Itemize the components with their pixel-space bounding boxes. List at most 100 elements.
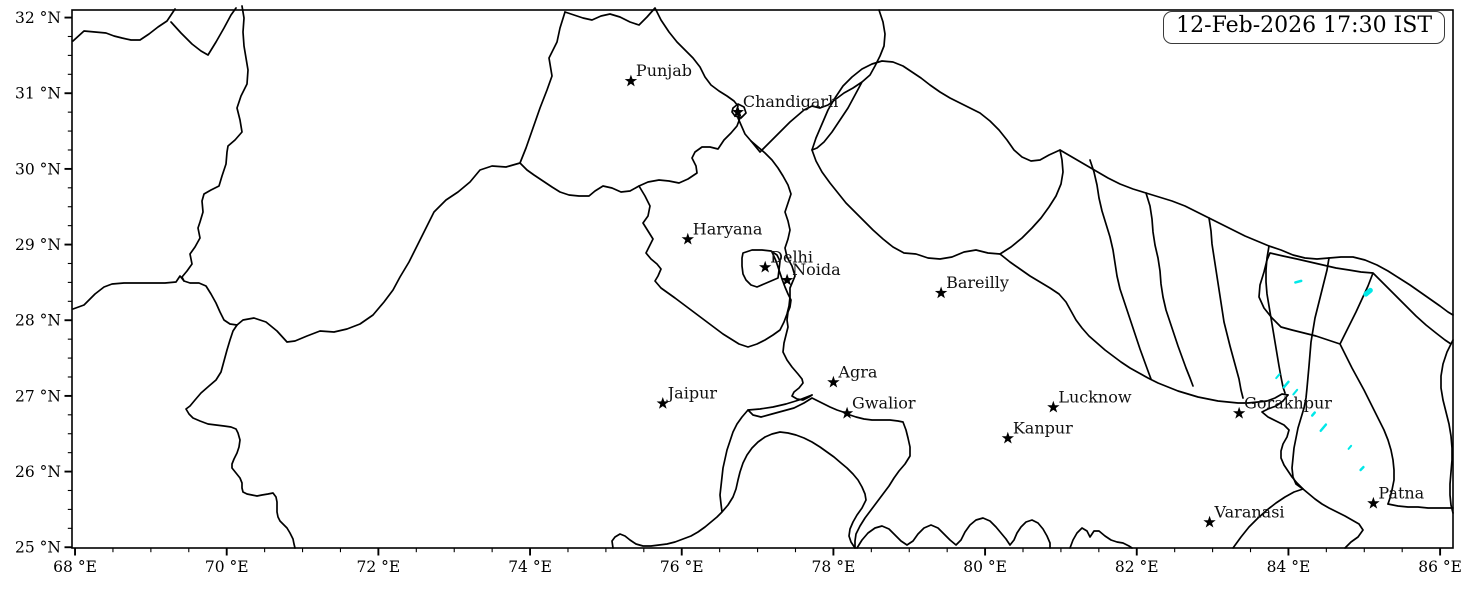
boundary-nepal-internal	[1089, 159, 1330, 490]
map-frame	[71, 9, 1454, 549]
lon-tick-label: 80 °E	[963, 558, 1007, 576]
city-label: Noida	[792, 260, 841, 279]
lat-tick-label: 31 °N	[15, 85, 61, 103]
city-label: Varanasi	[1214, 502, 1285, 521]
city-label: Punjab	[636, 61, 692, 80]
boundary-india-pakistan-north	[236, 11, 566, 343]
boundary-nepal-india	[999, 253, 1289, 404]
city-gorakhpur: Gorakhpur	[1233, 393, 1332, 419]
city-star-icon	[840, 406, 854, 419]
lon-tick-label: 70 °E	[205, 558, 249, 576]
radar-echo	[1363, 287, 1373, 297]
city-label: Jaipur	[666, 383, 718, 402]
radar-echoes-layer	[1275, 279, 1373, 472]
city-star-icon	[731, 105, 744, 118]
radar-echo	[1310, 411, 1316, 417]
city-agra: Agra	[827, 362, 878, 388]
city-label: Delhi	[770, 247, 813, 266]
radar-echo	[1275, 373, 1281, 380]
boundary-punjab-state	[519, 7, 741, 197]
lon-tick-label: 82 °E	[1115, 558, 1159, 576]
city-star-icon	[681, 232, 694, 245]
city-lucknow: Lucknow	[1047, 387, 1132, 413]
boundary-yamuna	[771, 251, 813, 401]
city-star-icon	[759, 260, 772, 273]
city-star-icon	[1001, 431, 1014, 444]
radar-echo	[1294, 279, 1303, 284]
city-label: Gwalior	[852, 393, 916, 412]
city-star-icon	[656, 397, 669, 409]
city-delhi: Delhi	[759, 247, 813, 273]
city-noida: Noida	[781, 260, 841, 286]
city-punjab: Punjab	[624, 61, 692, 87]
lat-tick-label: 28 °N	[15, 312, 61, 330]
boundary-delhi	[741, 249, 781, 288]
city-star-icon	[1233, 406, 1246, 419]
boundary-pakistan-internal-horizontal	[72, 275, 238, 326]
lat-tick-label: 26 °N	[15, 463, 61, 481]
timestamp-label: 12-Feb-2026 17:30 IST	[1176, 13, 1432, 38]
boundary-india-pakistan-south	[185, 324, 296, 549]
lat-tick-label: 29 °N	[15, 236, 61, 254]
boundary-gorakhpur-east	[1261, 394, 1364, 549]
boundary-nepal-east-districts	[1258, 252, 1454, 514]
boundary-pakistan-internal-vertical	[181, 5, 249, 282]
city-star-icon	[827, 375, 840, 388]
boundary-rajasthan-mp	[611, 409, 867, 549]
lon-tick-label: 84 °E	[1267, 558, 1311, 576]
city-star-icon	[934, 286, 948, 299]
boundary-nepal-north	[1059, 149, 1454, 316]
city-label: Gorakhpur	[1244, 393, 1332, 412]
lon-tick-label: 76 °E	[660, 558, 704, 576]
boundary-pakistan-northwest	[72, 7, 237, 56]
boundary-bihar-north	[1387, 503, 1454, 509]
city-kanpur: Kanpur	[1001, 418, 1073, 444]
city-label: Lucknow	[1058, 387, 1132, 406]
city-star-icon	[1367, 496, 1380, 509]
city-chandigarh: Chandigarh	[731, 92, 838, 118]
lon-tick-label: 78 °E	[812, 558, 856, 576]
city-gwalior: Gwalior	[840, 393, 916, 419]
lat-tick-label: 27 °N	[15, 387, 61, 405]
boundary-himachal	[750, 9, 886, 153]
city-label: Chandigarh	[743, 92, 838, 111]
boundary-chandigarh	[731, 103, 747, 119]
city-star-icon	[1047, 400, 1060, 413]
lon-tick-label: 72 °E	[357, 558, 401, 576]
boundary-chambal-up-mp	[747, 394, 911, 549]
city-bareilly: Bareilly	[934, 273, 1009, 299]
axis-ticks-layer: 68 °E 70 °E 72 °E 74 °E 76 °E 78 °E 80 °E 82 °E…	[15, 9, 1462, 576]
boundary-uttarakhand	[811, 60, 1064, 260]
city-jaipur: Jaipur	[656, 383, 718, 409]
radar-echo	[1347, 444, 1353, 450]
radar-echo	[1319, 423, 1328, 433]
city-star-icon	[1203, 515, 1216, 528]
timestamp-box: 12-Feb-2026 17:30 IST	[1163, 11, 1445, 44]
city-varanasi: Varanasi	[1203, 502, 1285, 528]
boundary-haryana-state	[638, 117, 796, 348]
city-label: Haryana	[693, 219, 763, 238]
city-star-icon	[624, 74, 638, 87]
city-label: Bareilly	[946, 273, 1009, 292]
city-label: Kanpur	[1013, 418, 1073, 437]
city-label: Patna	[1378, 483, 1424, 502]
city-patna: Patna	[1367, 483, 1425, 509]
lon-tick-label: 86 °E	[1418, 558, 1462, 576]
lat-tick-label: 32 °N	[15, 9, 61, 27]
lon-tick-label: 68 °E	[53, 558, 97, 576]
radar-echo	[1292, 388, 1299, 396]
city-star-icon	[781, 273, 794, 286]
boundary-ganga-varanasi	[1232, 488, 1304, 549]
radar-echo	[1282, 380, 1290, 389]
boundary-lines	[72, 5, 1454, 549]
lat-tick-label: 25 °N	[15, 539, 61, 557]
city-label: Agra	[837, 362, 877, 381]
radar-echo	[1359, 465, 1365, 472]
lon-tick-label: 74 °E	[508, 558, 552, 576]
city-haryana: Haryana	[681, 219, 763, 245]
boundary-bundelkhand	[856, 517, 1133, 549]
lat-tick-label: 30 °N	[15, 160, 61, 178]
